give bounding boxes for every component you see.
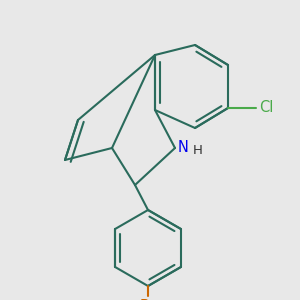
Text: Cl: Cl: [259, 100, 273, 116]
Text: Br: Br: [140, 299, 156, 300]
Text: H: H: [193, 145, 203, 158]
Text: N: N: [178, 140, 189, 155]
